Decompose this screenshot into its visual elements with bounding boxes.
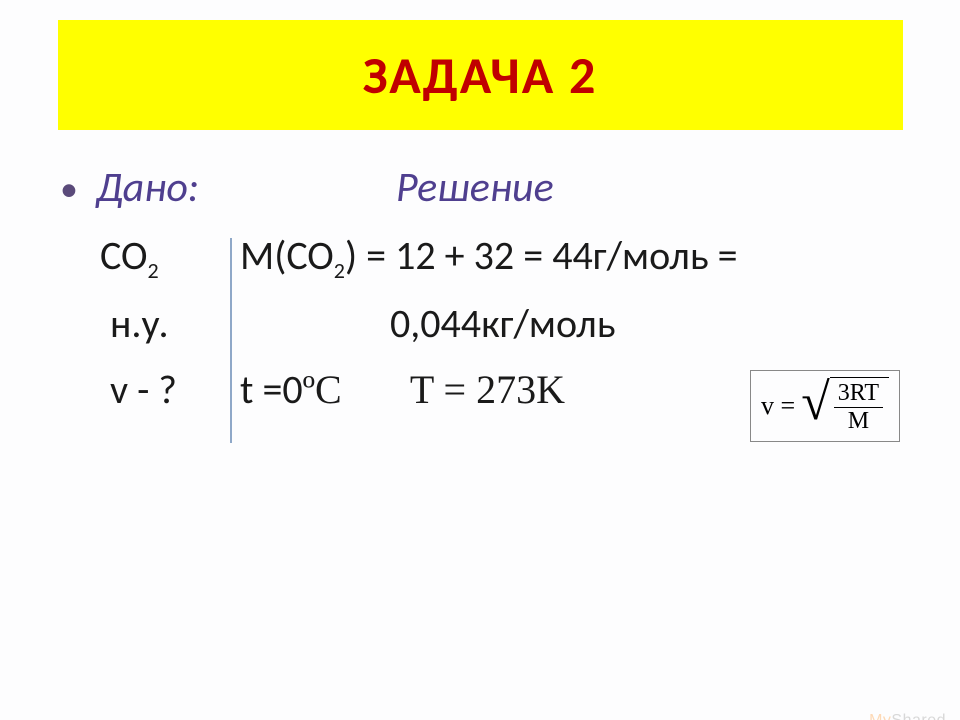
molar-mass-line: M(CO2) = 12 + 32 = 44г/моль = bbox=[240, 229, 910, 286]
mm-expr: 12 + 32 = 44г/моль = bbox=[395, 231, 738, 280]
fraction: 3RT M bbox=[830, 377, 889, 435]
sqrt-expression: √ 3RT M bbox=[801, 377, 889, 435]
given-unknown: v - ? bbox=[50, 363, 240, 417]
slide-title: ЗАДАЧА 2 bbox=[363, 43, 598, 107]
molar-mass-kg: 0,044кг/моль bbox=[240, 297, 910, 351]
fraction-denominator: M bbox=[844, 408, 873, 435]
watermark-my: My bbox=[869, 712, 891, 720]
fraction-numerator: 3RT bbox=[834, 380, 883, 408]
row-conditions: н.у. 0,044кг/моль bbox=[50, 297, 910, 351]
row-substance: CO2 M(CO2) = 12 + 32 = 44г/моль = bbox=[50, 229, 910, 286]
watermark: MyShared bbox=[869, 712, 946, 720]
temp-k: T = 273K bbox=[410, 367, 565, 412]
title-bar: ЗАДАЧА 2 bbox=[58, 20, 903, 130]
substance-base: CO bbox=[100, 231, 147, 280]
given-substance: CO2 bbox=[50, 229, 240, 286]
mm-lhs-sub: 2 bbox=[334, 257, 345, 284]
temp-c-lhs: t =0 bbox=[240, 365, 303, 414]
watermark-rest: Shared bbox=[891, 712, 946, 720]
bullet-icon: • bbox=[60, 165, 78, 214]
solution-label: Решение bbox=[396, 160, 554, 217]
given-label: Дано: bbox=[96, 160, 396, 217]
temp-c-unit: ºС bbox=[303, 367, 342, 412]
mm-kg-value: 0,044кг/моль bbox=[390, 299, 616, 348]
sqrt-icon: √ bbox=[801, 380, 830, 438]
given-conditions: н.у. bbox=[50, 297, 240, 351]
formula-lhs: v = bbox=[761, 391, 795, 421]
mm-lhs-close: ) = bbox=[345, 231, 395, 280]
mm-lhs-base: M(CO bbox=[240, 231, 334, 280]
header-row: • Дано: Решение bbox=[50, 160, 910, 217]
vertical-divider bbox=[230, 238, 232, 443]
substance-sub: 2 bbox=[147, 257, 158, 284]
velocity-formula: v = √ 3RT M bbox=[750, 370, 900, 442]
